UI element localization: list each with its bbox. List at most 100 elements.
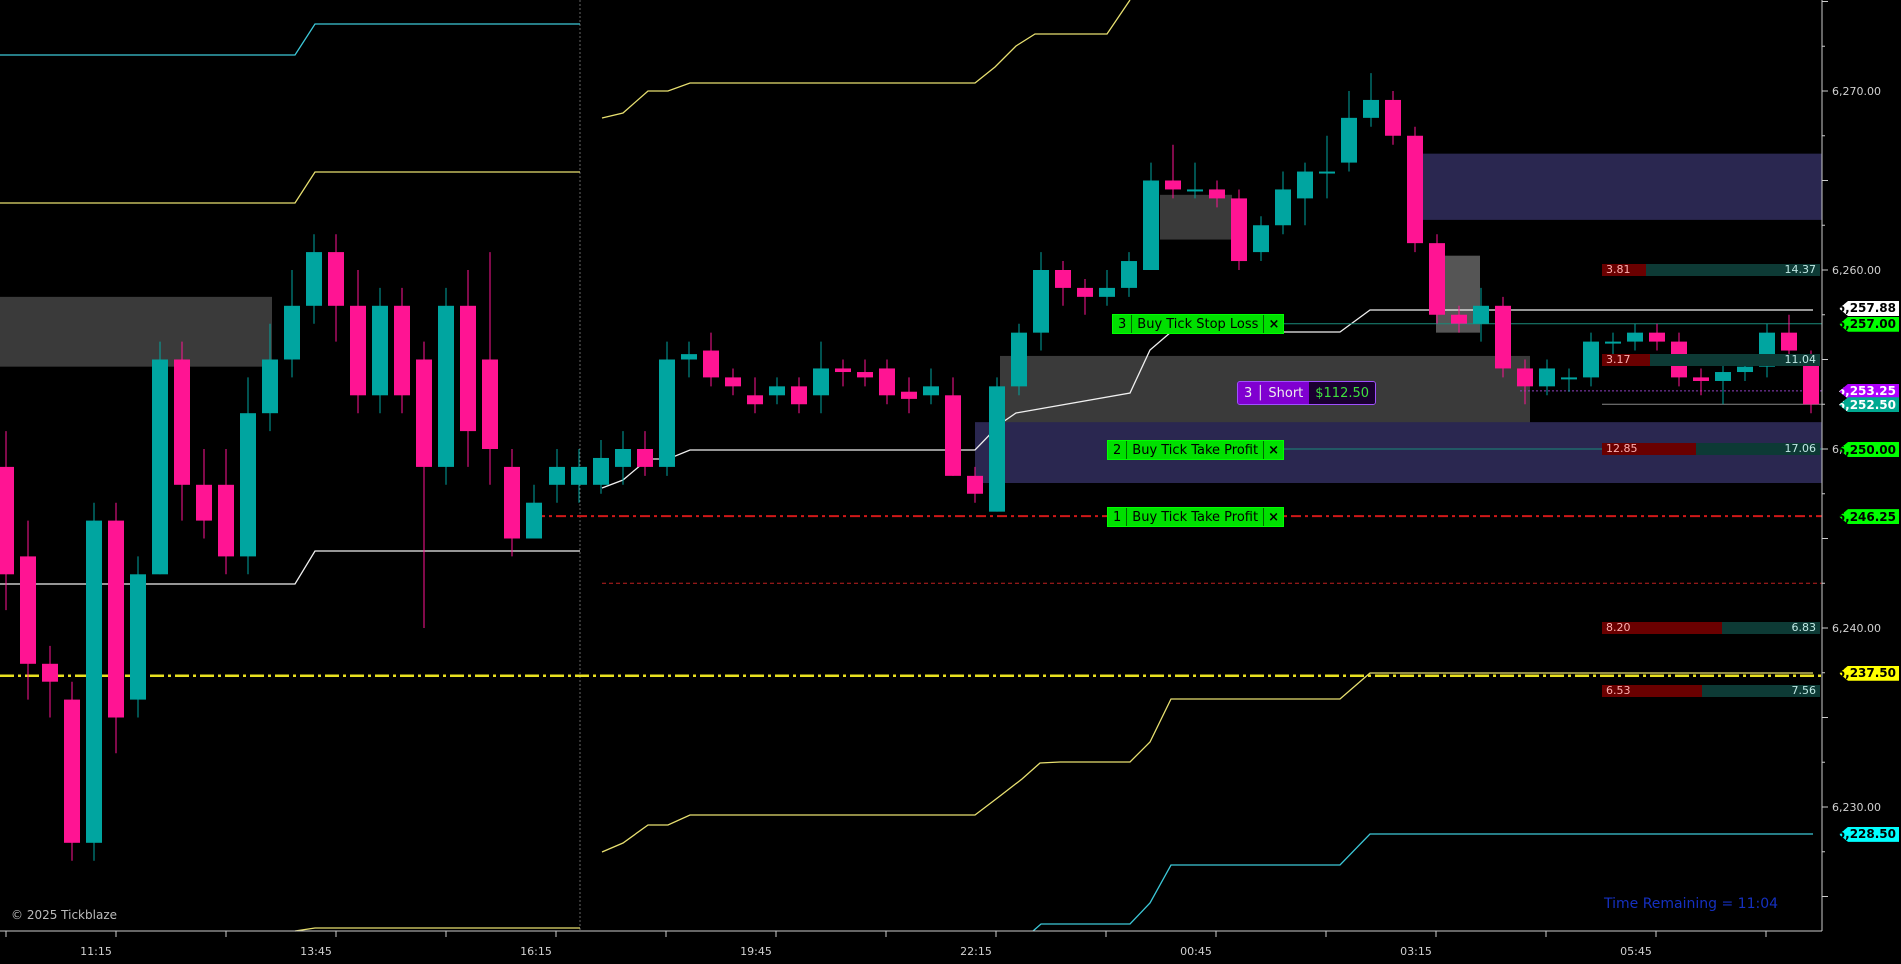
candle-body bbox=[1583, 341, 1599, 378]
position-pnl: $112.50 bbox=[1309, 382, 1376, 404]
take-profit-1-order[interactable]: 1 Buy Tick Take Profit × bbox=[1107, 507, 1284, 527]
candle-body bbox=[1715, 372, 1731, 381]
candle bbox=[438, 287, 454, 485]
zone-small-1 bbox=[1160, 194, 1232, 240]
candle-body bbox=[1561, 377, 1577, 380]
volume-buy-bar bbox=[1702, 684, 1820, 697]
candle bbox=[1121, 252, 1137, 297]
price-tag: 6,253.25 bbox=[1839, 383, 1899, 399]
y-tick-label: 6,270.00 bbox=[1832, 85, 1881, 98]
candle bbox=[1473, 287, 1489, 342]
candle-body bbox=[1077, 287, 1093, 297]
candle-body bbox=[1297, 171, 1313, 199]
price-tag: 6,250.00 bbox=[1839, 442, 1899, 457]
stop-loss-close-icon[interactable]: × bbox=[1263, 315, 1283, 333]
candle-body bbox=[571, 466, 587, 485]
volume-buy-bar bbox=[1646, 264, 1820, 276]
price-tag: 6,252.50 bbox=[1839, 397, 1899, 413]
candle-body bbox=[1781, 332, 1797, 351]
take-profit-1-close-icon[interactable]: × bbox=[1263, 508, 1283, 526]
candle bbox=[394, 287, 410, 414]
x-tick-label: 11:15 bbox=[80, 945, 112, 958]
candle-body bbox=[1165, 180, 1181, 190]
candle-body bbox=[1187, 189, 1203, 192]
candle-body bbox=[372, 305, 388, 396]
candle-body bbox=[1407, 135, 1423, 244]
candle-body bbox=[1121, 261, 1137, 288]
candle-body bbox=[42, 663, 58, 682]
candle-body bbox=[394, 305, 410, 396]
candle-body bbox=[438, 305, 454, 467]
candle bbox=[1583, 332, 1599, 387]
cyan-band-lower-right bbox=[1032, 833, 1813, 932]
position-qty-side: 3 │ Short bbox=[1238, 382, 1310, 404]
position-badge[interactable]: 3 │ Short $112.50 bbox=[1237, 381, 1377, 405]
candle bbox=[967, 466, 983, 503]
candle bbox=[1759, 323, 1775, 378]
stop-loss-order[interactable]: 3 Buy Tick Stop Loss × bbox=[1112, 314, 1285, 334]
candle bbox=[0, 431, 14, 611]
candle-body bbox=[460, 305, 476, 432]
candle bbox=[879, 359, 895, 405]
candle-body bbox=[1143, 180, 1159, 270]
volume-row: 8.20 6.83 bbox=[1602, 622, 1820, 634]
candle-body bbox=[1011, 332, 1027, 387]
take-profit-2-close-icon[interactable]: × bbox=[1263, 441, 1283, 459]
candle-body bbox=[637, 449, 653, 467]
time-remaining-text: Time Remaining = 11:04 bbox=[1604, 896, 1779, 912]
volume-sell-bar bbox=[1602, 684, 1702, 697]
candle bbox=[1341, 91, 1357, 172]
candle-body bbox=[879, 368, 895, 396]
candle bbox=[174, 341, 190, 521]
candle bbox=[747, 377, 763, 414]
candle-body bbox=[659, 359, 675, 467]
volume-buy-value: 6.83 bbox=[1791, 621, 1817, 634]
volume-buy-value: 11.04 bbox=[1784, 352, 1817, 366]
candle-body bbox=[1803, 359, 1819, 405]
candle bbox=[218, 449, 234, 575]
volume-buy-bar bbox=[1650, 353, 1820, 366]
position-side: Short bbox=[1268, 385, 1304, 401]
candle bbox=[989, 377, 1005, 512]
y-tick-label: 6,260.00 bbox=[1832, 264, 1881, 277]
candle-body bbox=[1033, 270, 1049, 333]
candle-body bbox=[218, 484, 234, 557]
y-tick-label: 6,240.00 bbox=[1832, 622, 1881, 635]
take-profit-1-qty: 1 bbox=[1108, 508, 1128, 526]
candle-body bbox=[1253, 225, 1269, 253]
candle-body bbox=[240, 413, 256, 557]
candle-body bbox=[64, 699, 80, 843]
candle bbox=[1011, 323, 1027, 396]
candle-body bbox=[416, 359, 432, 467]
take-profit-2-qty: 2 bbox=[1108, 441, 1128, 459]
candle bbox=[328, 234, 344, 342]
candle-body bbox=[1473, 305, 1489, 324]
candle bbox=[1627, 323, 1643, 351]
candle bbox=[284, 270, 300, 378]
candle-body bbox=[1627, 332, 1643, 342]
candle-body bbox=[791, 386, 807, 405]
candle bbox=[482, 252, 498, 485]
candle bbox=[1055, 261, 1071, 306]
volume-sell-value: 6.53 bbox=[1606, 683, 1631, 697]
candle bbox=[196, 449, 212, 539]
cyan-band-upper-left bbox=[0, 23, 580, 56]
candle bbox=[945, 377, 961, 476]
candle bbox=[1429, 234, 1445, 324]
x-tick-label: 00:45 bbox=[1180, 945, 1212, 958]
candle bbox=[1407, 126, 1423, 253]
take-profit-2-order[interactable]: 2 Buy Tick Take Profit × bbox=[1107, 440, 1284, 460]
candle bbox=[571, 449, 587, 503]
candle bbox=[152, 341, 168, 575]
candle bbox=[681, 341, 697, 378]
candle-body bbox=[813, 368, 829, 396]
candle bbox=[108, 502, 124, 754]
candle bbox=[416, 341, 432, 628]
x-tick-label: 03:15 bbox=[1400, 945, 1432, 958]
x-tick-label: 19:45 bbox=[740, 945, 772, 958]
candle bbox=[1385, 91, 1401, 145]
x-tick-label: 05:45 bbox=[1620, 945, 1652, 958]
candle-body bbox=[967, 475, 983, 494]
candle-body bbox=[526, 502, 542, 539]
